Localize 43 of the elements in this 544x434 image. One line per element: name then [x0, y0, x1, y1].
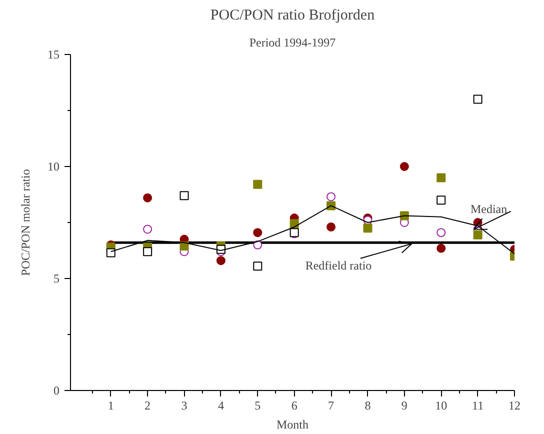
point: [363, 224, 372, 233]
x-tick-label: 8: [364, 398, 371, 412]
chart-title: POC/PON ratio Brofjorden: [210, 8, 376, 24]
x-tick-label: 10: [435, 398, 448, 412]
point: [290, 219, 299, 228]
point: [326, 222, 336, 232]
chart-subtitle: Period 1994-1997: [249, 36, 336, 50]
y-axis-title: POC/PON molar ratio: [18, 169, 32, 276]
x-tick-label: 5: [254, 398, 261, 412]
x-tick-label: 11: [472, 398, 484, 412]
point: [253, 240, 262, 250]
x-tick-label: 1: [108, 398, 114, 412]
x-tick-label: 4: [218, 398, 224, 412]
ref-line-label: Redfield ratio: [305, 258, 372, 272]
y-tick-label: 10: [48, 160, 60, 174]
x-tick-label: 7: [328, 398, 334, 412]
x-tick-label: 6: [291, 398, 298, 412]
point: [253, 262, 262, 271]
y-tick-label: 0: [54, 384, 60, 398]
point: [436, 244, 446, 253]
point: [106, 248, 116, 258]
point: [473, 230, 482, 240]
y-tick-label: 15: [48, 48, 60, 62]
x-tick-label: 3: [181, 398, 188, 412]
point: [473, 94, 482, 104]
point: [253, 228, 262, 238]
point: [436, 173, 446, 182]
point: [253, 180, 262, 189]
point: [143, 224, 152, 234]
point: [400, 162, 409, 171]
x-axis-title: Month: [276, 418, 309, 432]
y-tick-label: 5: [54, 272, 60, 286]
series-label: Median: [470, 202, 508, 216]
point: [436, 228, 446, 238]
point: [143, 193, 152, 202]
point: [436, 196, 446, 205]
point: [143, 247, 152, 256]
x-tick-label: 12: [508, 398, 520, 412]
point: [216, 256, 226, 266]
x-tick-label: 9: [401, 398, 408, 412]
x-tick-label: 2: [144, 398, 151, 412]
point: [180, 191, 189, 200]
point: [326, 192, 336, 202]
